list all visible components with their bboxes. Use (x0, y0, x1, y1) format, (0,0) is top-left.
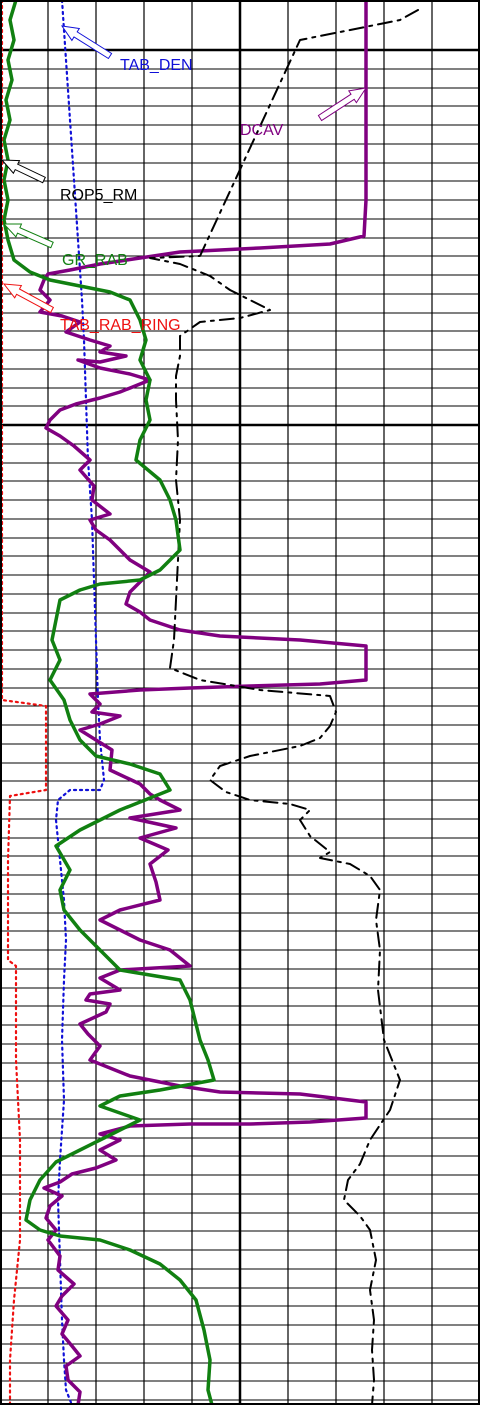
curve-rop5-rm (149, 9, 419, 1405)
curve-label: TAB_DEN (120, 57, 193, 74)
callout-arrow-icon (2, 283, 55, 314)
curve-label: GR_RAB (62, 252, 128, 269)
curve-label-group: TAB_DEN DCAV ROP5_RM GR_RAB TAB_RAB_RING (0, 25, 368, 334)
curve-dcav (38, 0, 368, 1405)
callout-arrow-icon (317, 87, 368, 122)
callout-arrow-icon (2, 223, 54, 249)
callout-arrow-icon (60, 25, 113, 60)
curve-gr-rab (2, 0, 216, 1405)
curve-label: TAB_RAB_RING (60, 317, 181, 334)
curve-label: ROP5_RM (60, 187, 137, 204)
callout-arrow-icon (0, 159, 46, 184)
curve-label: DCAV (240, 122, 284, 139)
